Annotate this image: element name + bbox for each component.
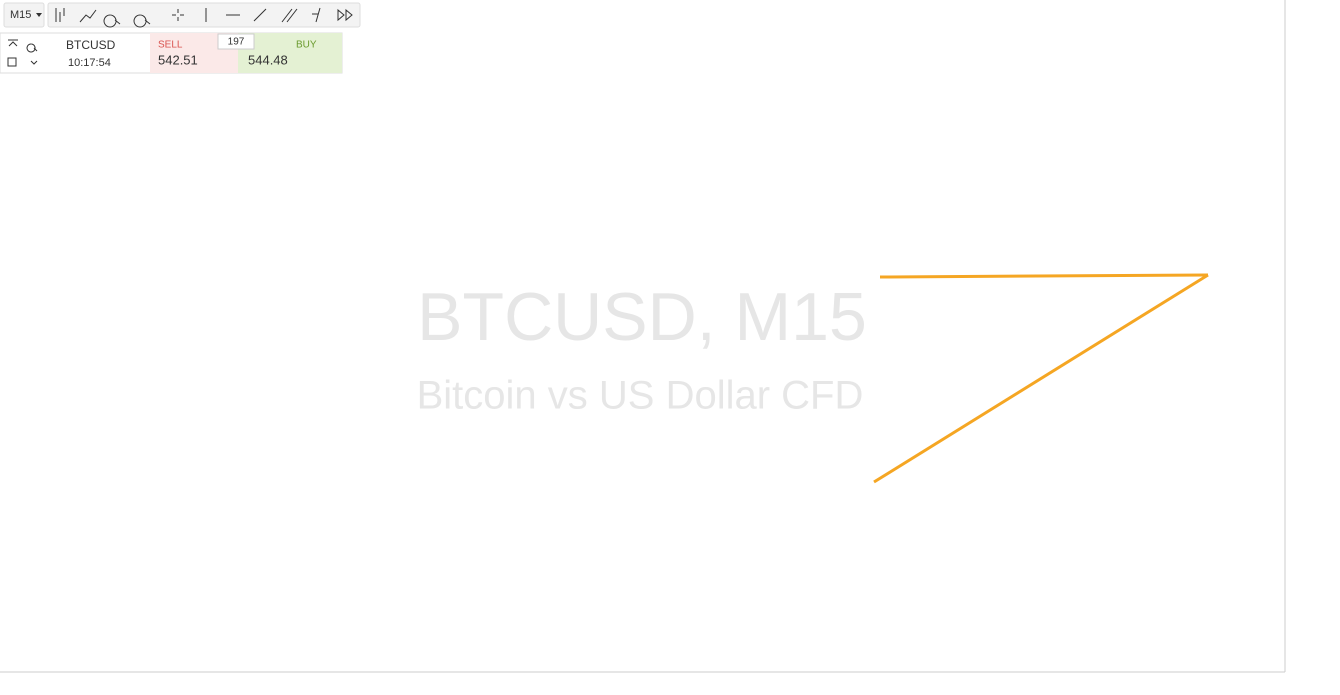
timeframe: M15 — [10, 9, 31, 21]
panel-icons — [7, 39, 38, 67]
sell-price: 542.51 — [158, 52, 198, 67]
toolbar: M15 — [3, 2, 361, 28]
watermark-title: BTCUSD, M15 — [417, 279, 867, 355]
dropdown-icon — [36, 13, 42, 17]
tool-icons — [55, 7, 353, 28]
watermark-subtitle: Bitcoin vs US Dollar CFD — [417, 374, 864, 418]
tools[interactable] — [47, 2, 361, 28]
buy-price: 544.48 — [248, 52, 288, 67]
trade-panel: BTCUSD 10:17:54 SELL 542.51 BUY 544.48 1… — [0, 32, 343, 74]
timeframe-button[interactable] — [3, 2, 45, 28]
symbol: BTCUSD — [66, 38, 116, 52]
trendline — [873, 273, 1209, 484]
spread: 197 — [228, 37, 245, 48]
buy-label: BUY — [296, 40, 317, 51]
clock: 10:17:54 — [68, 57, 111, 69]
spread-box — [217, 33, 255, 50]
sell-label: SELL — [158, 40, 183, 51]
trendline — [879, 273, 1209, 279]
buy-box[interactable] — [238, 33, 342, 73]
